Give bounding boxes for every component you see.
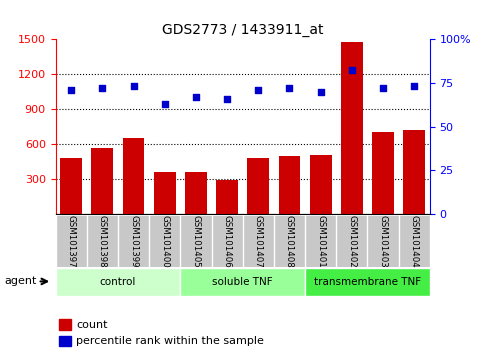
Point (317, 89, 325, 95)
Bar (247, 158, 269, 214)
Text: GSM101399: GSM101399 (129, 215, 138, 267)
Text: transmembrane TNF: transmembrane TNF (314, 277, 421, 287)
Bar (372, 132, 394, 214)
Bar (60, 158, 82, 214)
Bar (341, 42, 363, 214)
Text: GSM101406: GSM101406 (223, 215, 232, 268)
Title: GDS2773 / 1433911_at: GDS2773 / 1433911_at (162, 23, 324, 36)
Text: GSM101408: GSM101408 (285, 215, 294, 268)
Point (348, 68, 356, 73)
Bar (403, 130, 425, 214)
Text: GSM101407: GSM101407 (254, 215, 263, 268)
Text: GSM101397: GSM101397 (67, 215, 76, 267)
Point (255, 87, 262, 93)
Text: GSM101405: GSM101405 (191, 215, 200, 268)
Text: soluble TNF: soluble TNF (213, 277, 273, 287)
Point (99, 85, 106, 91)
Point (285, 85, 293, 91)
Point (223, 96, 231, 101)
Bar (180, 268, 305, 296)
Point (129, 84, 137, 89)
Text: GSM101402: GSM101402 (347, 215, 356, 268)
Bar (310, 155, 332, 214)
Bar (279, 156, 300, 214)
Text: control: control (100, 277, 136, 287)
Point (411, 84, 418, 89)
Bar (91, 148, 113, 214)
Text: GSM101401: GSM101401 (316, 215, 325, 268)
Bar (59, 336, 71, 346)
Text: agent: agent (5, 276, 37, 286)
Text: percentile rank within the sample: percentile rank within the sample (76, 336, 264, 346)
Bar (216, 180, 238, 214)
Text: GSM101404: GSM101404 (410, 215, 419, 268)
Text: GSM101400: GSM101400 (160, 215, 169, 268)
Bar (56, 268, 180, 296)
Point (67, 87, 75, 93)
Bar (154, 172, 176, 214)
Point (379, 85, 387, 91)
Point (161, 101, 169, 107)
Bar (123, 138, 144, 214)
Bar (185, 172, 207, 214)
Text: GSM101403: GSM101403 (379, 215, 387, 268)
Text: GSM101398: GSM101398 (98, 215, 107, 267)
Point (192, 94, 200, 99)
Bar (305, 268, 430, 296)
Text: count: count (76, 320, 108, 330)
Bar (59, 319, 71, 330)
